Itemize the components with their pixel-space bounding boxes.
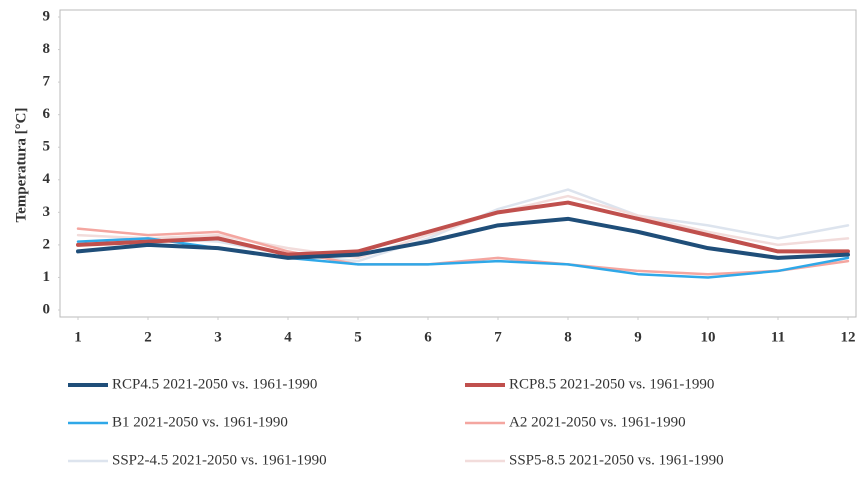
y-tick-label: 7 bbox=[43, 74, 51, 90]
y-tick-label: 2 bbox=[43, 236, 51, 252]
x-tick-label: 2 bbox=[144, 329, 152, 345]
legend-label: RCP8.5 2021-2050 vs. 1961-1990 bbox=[509, 376, 714, 392]
y-axis-label: Temperatura [°C] bbox=[13, 107, 29, 222]
y-tick-label: 6 bbox=[43, 106, 51, 122]
x-tick-label: 9 bbox=[634, 329, 642, 345]
legend-label: RCP4.5 2021-2050 vs. 1961-1990 bbox=[112, 376, 317, 392]
legend-label: A2 2021-2050 vs. 1961-1990 bbox=[509, 414, 686, 430]
legend-label: SSP5-8.5 2021-2050 vs. 1961-1990 bbox=[509, 452, 724, 468]
y-tick-label: 1 bbox=[43, 269, 51, 285]
series-line bbox=[76, 200, 850, 257]
x-tick-label: 5 bbox=[354, 329, 362, 345]
series-line bbox=[76, 216, 850, 260]
x-tick-label: 7 bbox=[494, 329, 502, 345]
y-tick-label: 8 bbox=[43, 41, 51, 57]
x-tick-label: 1 bbox=[74, 329, 82, 345]
y-tick-label: 5 bbox=[43, 139, 51, 155]
legend-label: B1 2021-2050 vs. 1961-1990 bbox=[112, 414, 288, 430]
series-line bbox=[76, 227, 850, 276]
x-tick-label: 3 bbox=[214, 329, 222, 345]
x-tick-label: 12 bbox=[841, 329, 856, 345]
x-tick-label: 11 bbox=[771, 329, 785, 345]
series-line bbox=[76, 237, 850, 279]
y-tick-label: 3 bbox=[43, 204, 51, 220]
y-tick-label: 4 bbox=[43, 171, 51, 187]
y-tick-label: 0 bbox=[43, 301, 51, 317]
x-tick-label: 8 bbox=[564, 329, 572, 345]
x-tick-label: 6 bbox=[424, 329, 432, 345]
x-tick-label: 10 bbox=[701, 329, 716, 345]
y-tick-label: 9 bbox=[43, 8, 51, 24]
plot-frame bbox=[59, 9, 857, 318]
legend-label: SSP2-4.5 2021-2050 vs. 1961-1990 bbox=[112, 452, 327, 468]
x-tick-label: 4 bbox=[284, 329, 292, 345]
